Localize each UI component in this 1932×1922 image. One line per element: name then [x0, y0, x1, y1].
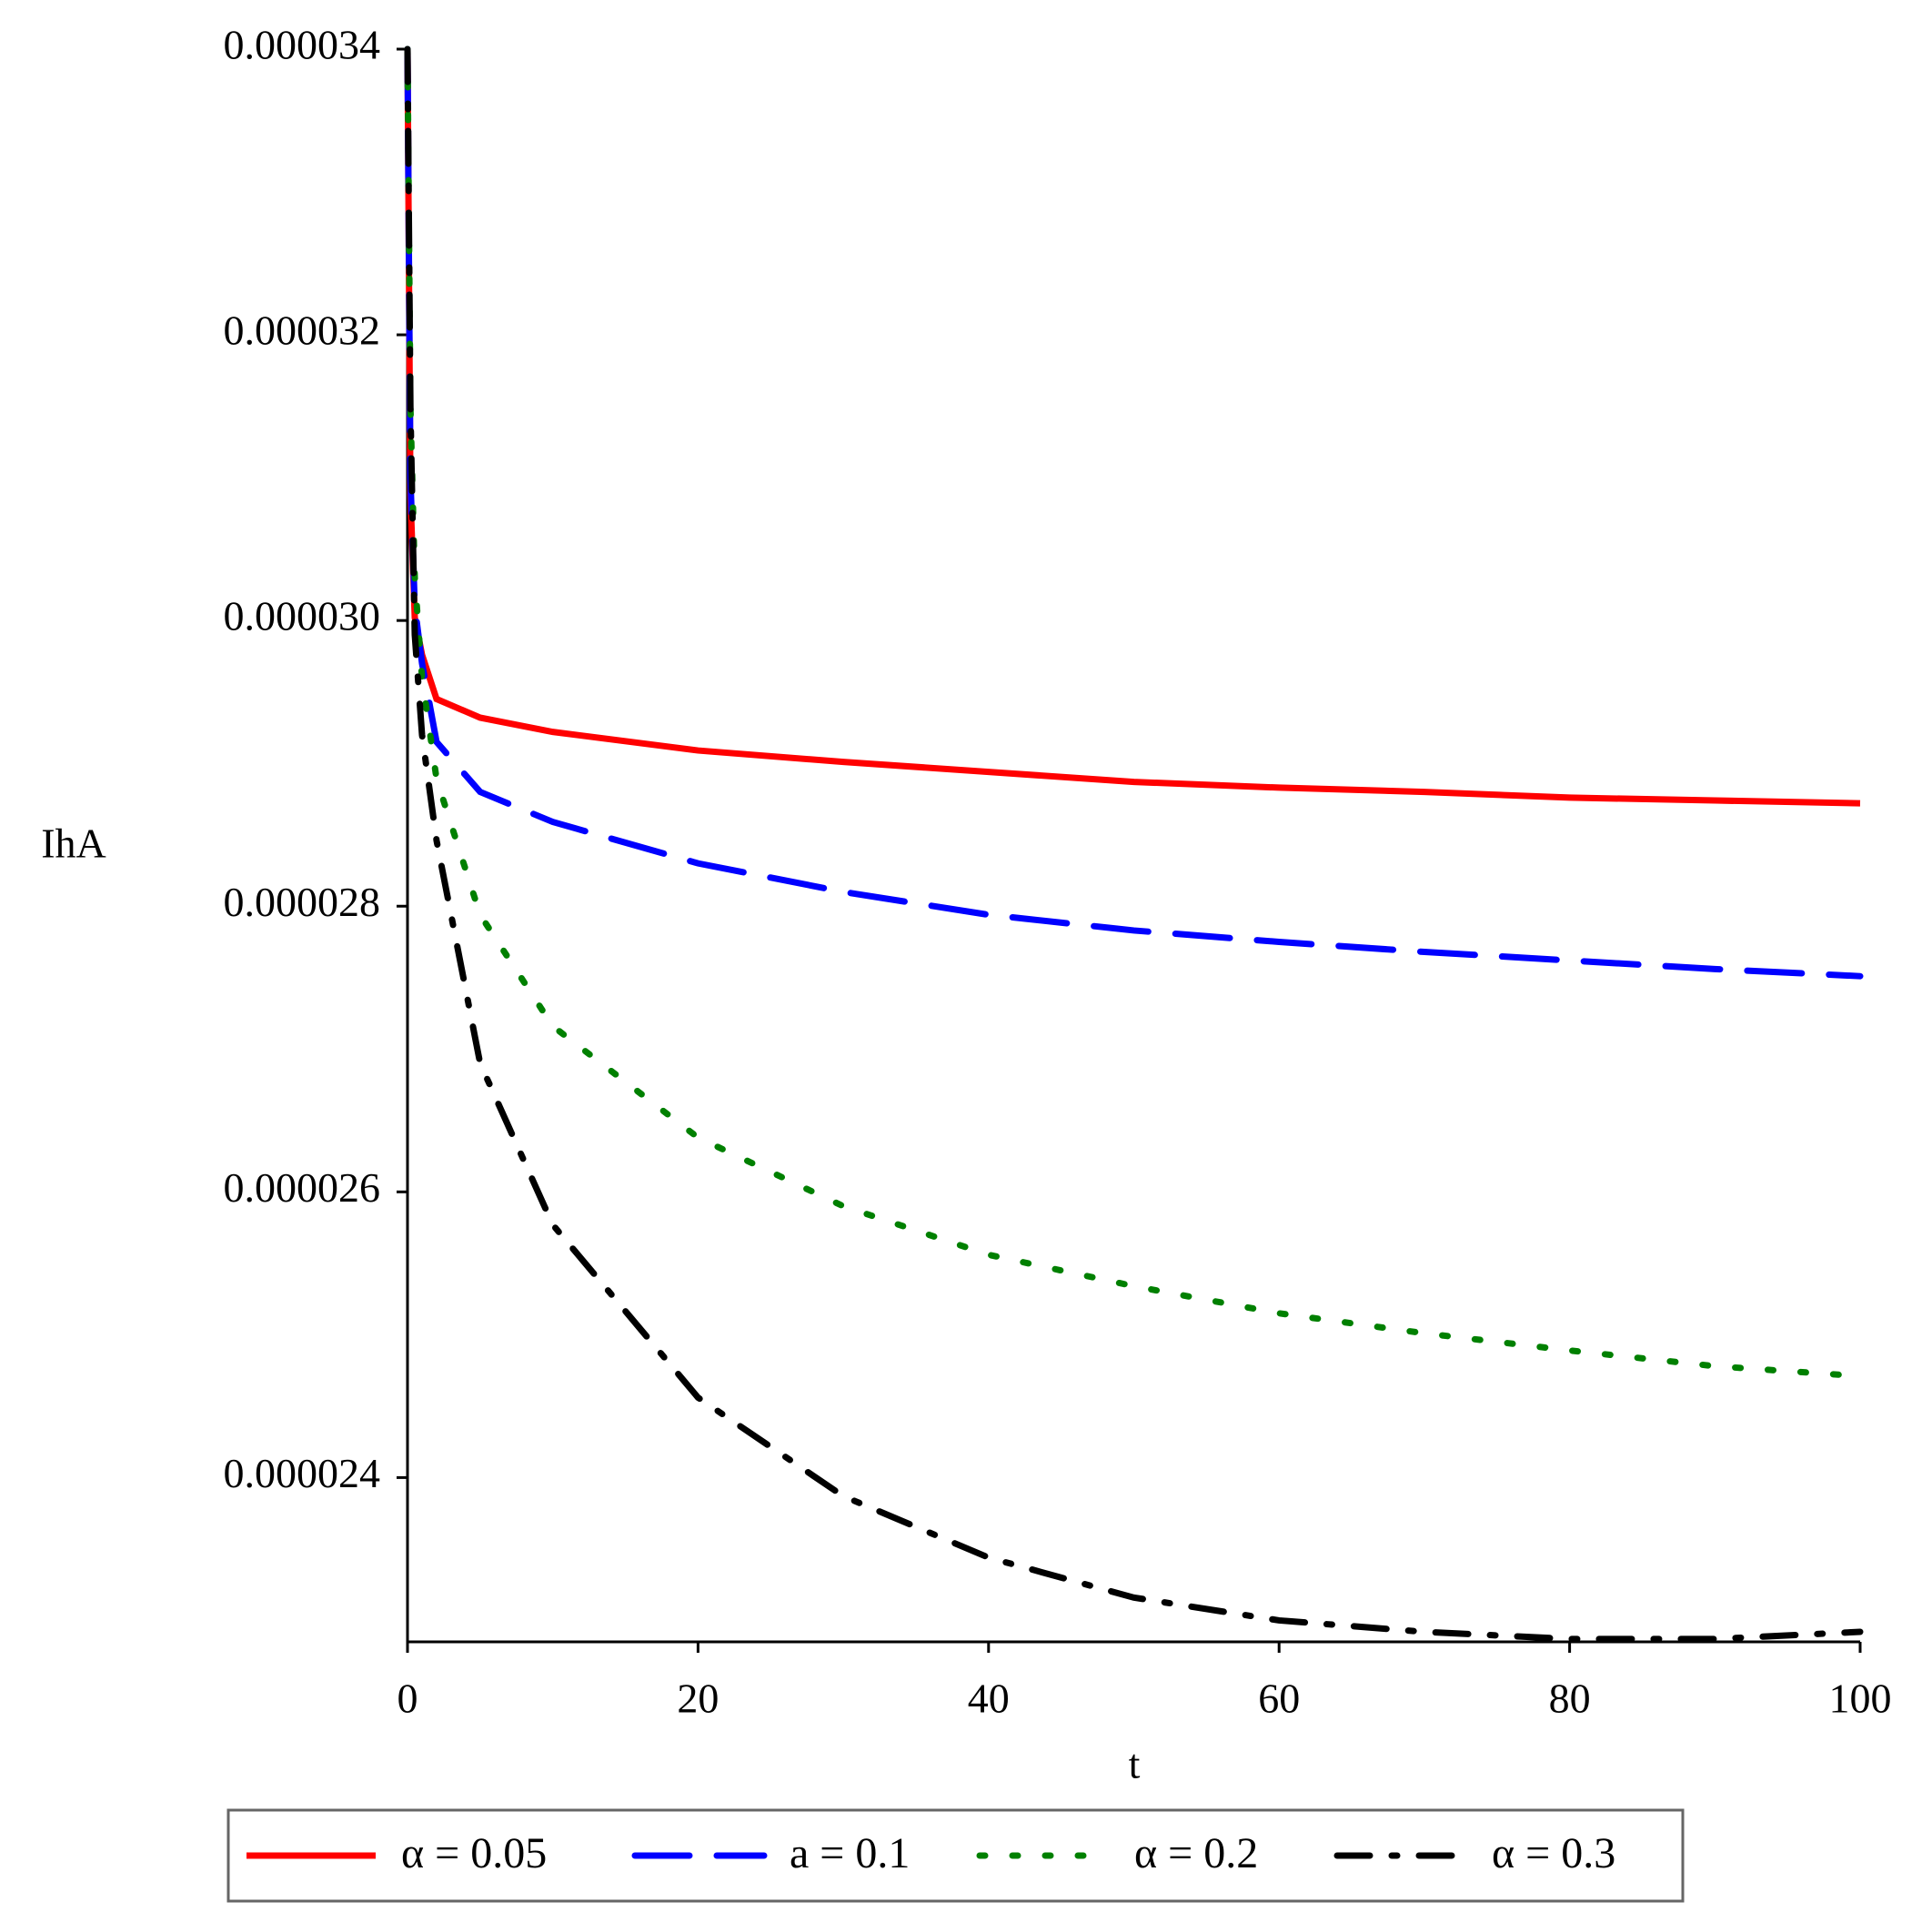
- y-tick-label: 0.000028: [224, 879, 381, 925]
- legend-label: α = 0.3: [1492, 1829, 1615, 1877]
- series-line: [404, 45, 1864, 980]
- legend-label: a = 0.1: [790, 1829, 910, 1877]
- x-tick-label: 20: [677, 1675, 719, 1722]
- legend-label: α = 0.05: [401, 1829, 547, 1877]
- x-tick-label: 80: [1549, 1675, 1591, 1722]
- x-tick-label: 40: [968, 1675, 1010, 1722]
- series-line: [404, 45, 1864, 1380]
- y-tick-label: 0.000030: [224, 593, 381, 639]
- series-line: [404, 48, 1861, 807]
- x-tick-label: 0: [397, 1675, 418, 1722]
- x-axis-label: t: [1129, 1741, 1141, 1787]
- y-axis-label: IhA: [41, 820, 106, 867]
- series-line: [404, 45, 1864, 1643]
- x-tick-label: 60: [1258, 1675, 1300, 1722]
- x-tick-label: 100: [1829, 1675, 1892, 1722]
- legend-box: [226, 1808, 1685, 1903]
- legend-label: α = 0.2: [1134, 1829, 1258, 1877]
- y-tick-label: 0.000034: [224, 22, 381, 68]
- y-tick-label: 0.000024: [224, 1450, 381, 1496]
- y-tick-label: 0.000032: [224, 307, 381, 354]
- y-tick-label: 0.000026: [224, 1164, 381, 1211]
